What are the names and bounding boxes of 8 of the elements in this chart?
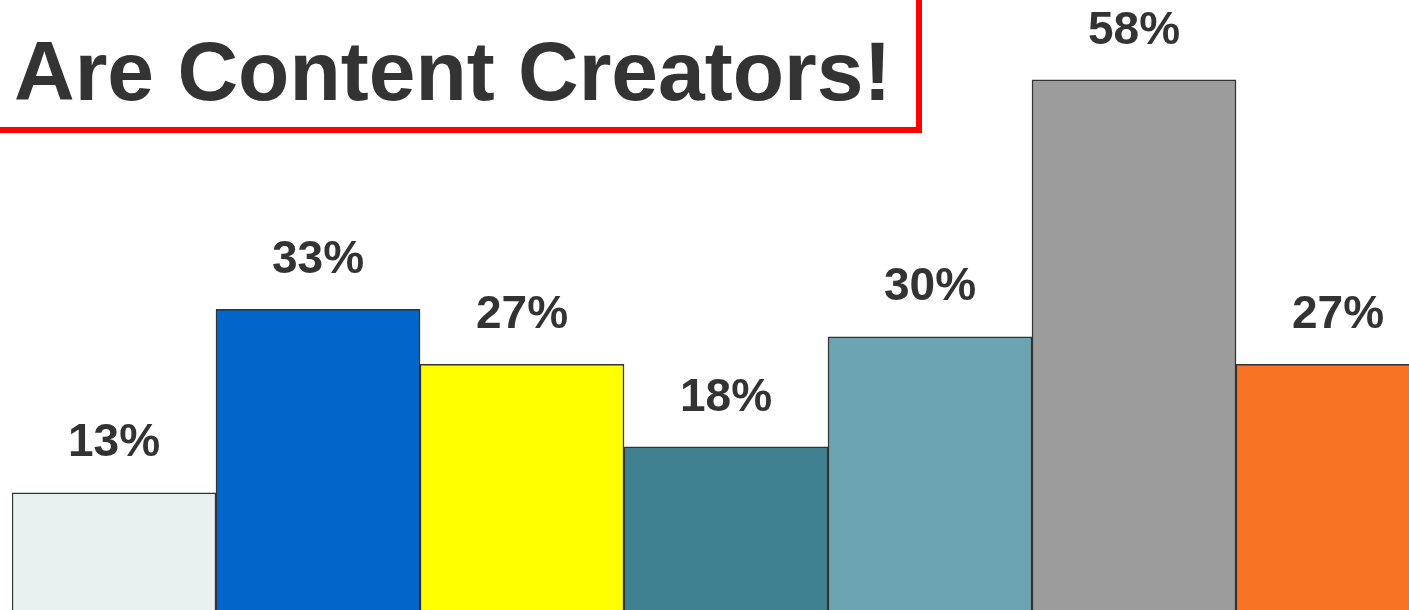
- chart-title: Are Content Creators!: [14, 24, 892, 118]
- data-label: 18%: [679, 368, 773, 421]
- data-label: 27%: [475, 285, 569, 338]
- data-label: 13%: [67, 414, 161, 467]
- data-label: 27%: [1291, 285, 1385, 338]
- data-label: 30%: [883, 258, 977, 311]
- data-label: 33%: [271, 230, 365, 283]
- data-label: 58%: [1087, 1, 1181, 54]
